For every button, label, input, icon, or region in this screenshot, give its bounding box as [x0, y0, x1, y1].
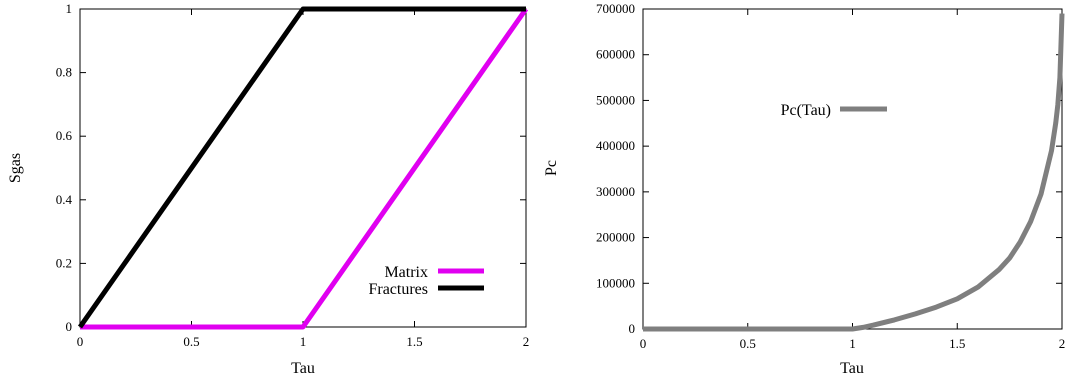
sgas-plot-frame	[79, 8, 527, 328]
pc-y-tick-label: 0	[629, 321, 636, 336]
sgas-series-fractures	[77, 6, 526, 329]
pc-y-tick-label: 300000	[596, 184, 635, 199]
pc-y-axis-label: Pc	[543, 160, 560, 176]
sgas-x-tick-label: 0	[77, 334, 84, 349]
pc-y-tick-label: 700000	[596, 1, 635, 16]
pc-y-tick-label: 600000	[596, 47, 635, 62]
pc-legend: Pc(Tau)	[781, 102, 887, 119]
legend-label-fractures: Fractures	[368, 281, 428, 298]
sgas-x-tick-label: 1	[300, 334, 307, 349]
sgas-y-tick-label: 0	[66, 319, 73, 334]
pc-y-tick-label: 500000	[596, 92, 635, 107]
sgas-y-tick-label: 0.6	[56, 128, 73, 143]
sgas-series-matrix	[80, 7, 529, 330]
sgas-x-tick-label: 0.5	[183, 334, 199, 349]
pc-y-tick-label: 400000	[596, 138, 635, 153]
sgas-ticks: 0 0.5 1 1.5 2 0 0.2 0.4 0.6 0.8 1	[56, 1, 530, 349]
pc-x-tick-label: 0.5	[740, 336, 756, 351]
sgas-y-tick-label: 0.8	[56, 65, 72, 80]
pc-series-pc-tau	[643, 13, 1065, 332]
pc-ticks: 0 0.5 1 1.5 2 0 100000 200000 300000 400000 500000…	[596, 1, 1065, 351]
sgas-series-lines	[77, 6, 529, 330]
legend-label-matrix: Matrix	[384, 264, 428, 281]
sgas-y-tick-label: 0.4	[56, 192, 73, 207]
pc-x-tick-label: 1	[849, 336, 856, 351]
pc-x-tick-label: 1.5	[949, 336, 965, 351]
sgas-y-axis-label: Sgas	[7, 153, 24, 183]
sgas-x-tick-label: 2	[523, 334, 530, 349]
pc-plot-frame	[642, 8, 1063, 330]
sgas-x-tick-label: 1.5	[406, 334, 422, 349]
legend-label-pc: Pc(Tau)	[781, 102, 831, 119]
sgas-y-tick-label: 0.2	[56, 255, 72, 270]
pc-y-tick-label: 100000	[596, 275, 635, 290]
sgas-y-tick-label: 1	[66, 1, 73, 16]
pc-series-lines	[643, 13, 1065, 332]
sgas-chart: 0 0.5 1 1.5 2 0 0.2 0.4 0.6 0.8 1 Tau Sgas Matrix …	[7, 1, 529, 377]
pc-x-axis-label: Tau	[840, 360, 864, 377]
sgas-legend: Matrix Fractures	[368, 264, 484, 298]
sgas-x-axis-label: Tau	[291, 360, 315, 377]
pc-x-tick-label: 2	[1059, 336, 1066, 351]
pc-chart: 0 0.5 1 1.5 2 0 100000 200000 300000 400000 500000…	[543, 1, 1065, 377]
pc-y-tick-label: 200000	[596, 230, 635, 245]
pc-x-tick-label: 0	[640, 336, 647, 351]
